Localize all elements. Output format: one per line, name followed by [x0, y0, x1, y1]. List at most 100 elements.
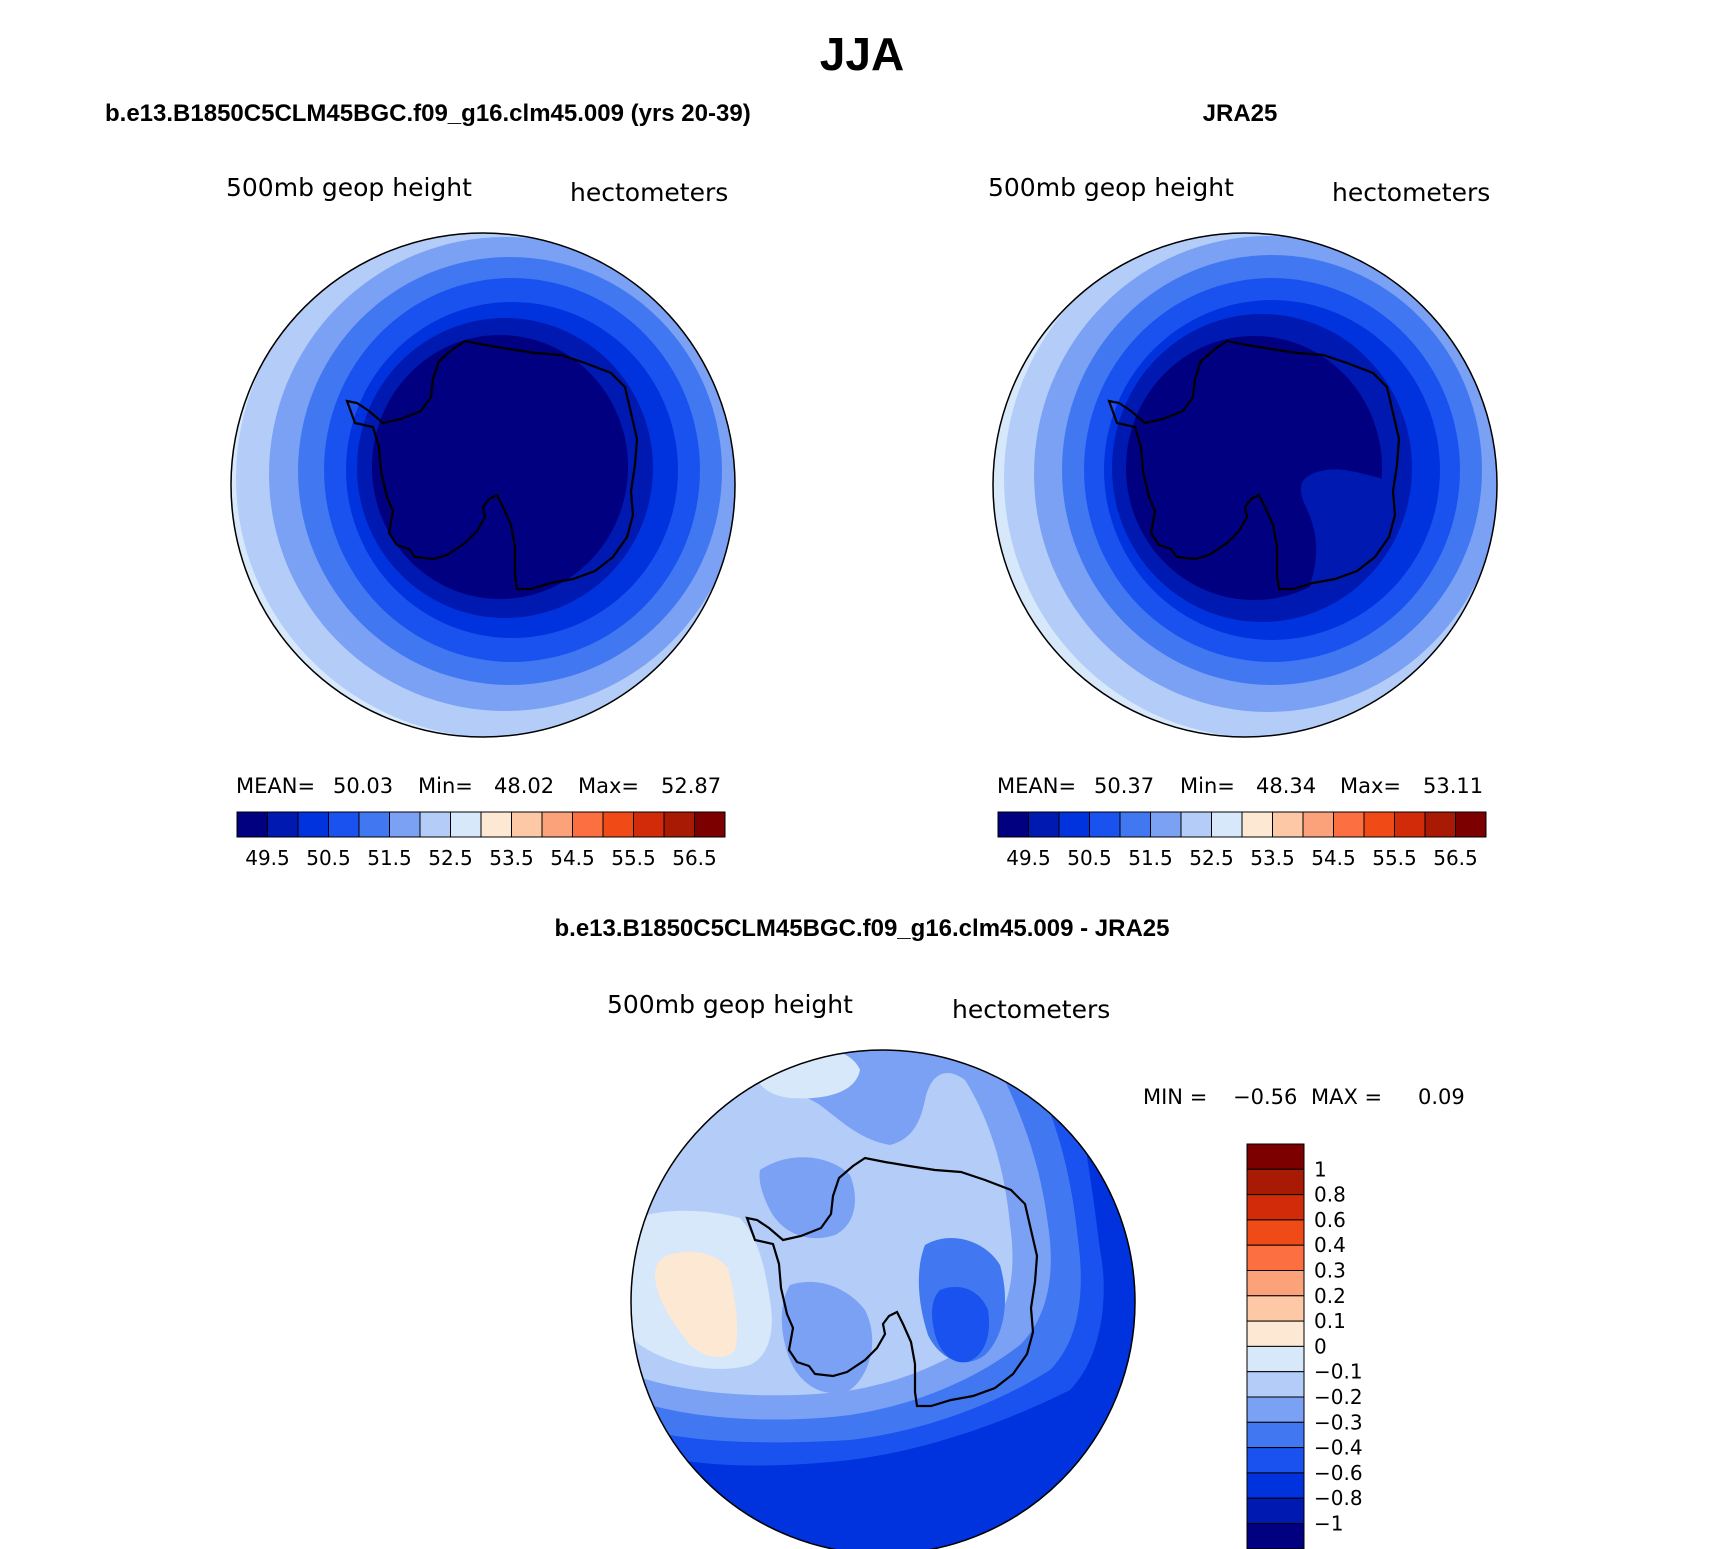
colorbar-tick-label: 54.5	[550, 846, 595, 870]
panel-model-mean-label: MEAN=	[236, 774, 315, 798]
colorbar-swatch	[1246, 1295, 1305, 1322]
colorbar-swatch	[1363, 811, 1395, 838]
panel-obs-colorbar: 49.5 50.5 51.5 52.5 53.5 54.5 55.5 56.5	[997, 811, 1487, 870]
figure-title: JJA	[820, 28, 904, 80]
panel-diff-min-value: −0.56	[1233, 1085, 1297, 1109]
colorbar-swatch	[358, 811, 390, 838]
panel-model-map	[231, 233, 735, 737]
colorbar-swatch	[1394, 811, 1426, 838]
panel-model-min-label: Min=	[418, 774, 473, 798]
colorbar-swatch	[1333, 811, 1365, 838]
panel-diff-units-label: hectometers	[952, 995, 1110, 1024]
colorbar-swatch	[1119, 811, 1151, 838]
panel-model-max-label: Max=	[578, 774, 639, 798]
colorbar-tick-label: 53.5	[489, 846, 534, 870]
colorbar-tick-label: 49.5	[1006, 846, 1051, 870]
colorbar-swatch	[694, 811, 726, 838]
colorbar-swatch	[572, 811, 604, 838]
panel-model-colorbar: 49.5 50.5 51.5 52.5 53.5 54.5 55.5 56.5	[236, 811, 726, 870]
colorbar-swatch	[1246, 1168, 1305, 1196]
colorbar-tick-label: 0.6	[1314, 1208, 1346, 1232]
colorbar-tick-label: 56.5	[1433, 846, 1478, 870]
colorbar-swatch	[1241, 811, 1273, 838]
colorbar-swatch	[1246, 1396, 1305, 1423]
map-band	[932, 1286, 990, 1363]
panel-obs: JRA25 500mb geop height hectometers MEAN…	[988, 100, 1498, 870]
colorbar-tick-label: 50.5	[1067, 846, 1112, 870]
panel-diff-max-label: MAX =	[1311, 1085, 1382, 1109]
panel-model: b.e13.B1850C5CLM45BGC.f09_g16.clm45.009 …	[105, 100, 751, 870]
colorbar-swatch	[297, 811, 329, 838]
panel-model-units-label: hectometers	[570, 178, 728, 207]
colorbar-tick-label: −0.2	[1314, 1385, 1363, 1409]
colorbar-swatch	[511, 811, 543, 838]
colorbar-swatch	[663, 811, 695, 838]
colorbar-swatch	[602, 811, 634, 838]
map-band	[1300, 469, 1396, 597]
colorbar-tick-label: −0.6	[1314, 1461, 1363, 1485]
panel-obs-mean-value: 50.37	[1094, 774, 1154, 798]
colorbar-swatch	[997, 811, 1029, 838]
colorbar-tick-label: −1	[1314, 1512, 1343, 1536]
map-band	[372, 335, 628, 599]
panel-obs-max-label: Max=	[1340, 774, 1401, 798]
colorbar-tick-label: 54.5	[1311, 846, 1356, 870]
colorbar-swatch	[1246, 1345, 1305, 1373]
colorbar-swatch	[1455, 811, 1487, 838]
colorbar-swatch	[389, 811, 421, 838]
map-band	[655, 1251, 738, 1358]
panel-diff: b.e13.B1850C5CLM45BGC.f09_g16.clm45.009 …	[555, 915, 1465, 1549]
colorbar-swatch	[1246, 1523, 1305, 1549]
colorbar-tick-label: 56.5	[672, 846, 717, 870]
panel-obs-map-border	[992, 232, 1498, 738]
colorbar-swatch	[1246, 1320, 1305, 1347]
colorbar-tick-label: 0	[1314, 1334, 1327, 1358]
panel-diff-min-label: MIN =	[1143, 1085, 1207, 1109]
colorbar-swatch	[267, 811, 299, 838]
colorbar-tick-label: −0.8	[1314, 1486, 1363, 1510]
colorbar-swatch	[328, 811, 360, 838]
colorbar-swatch	[633, 811, 665, 838]
colorbar-swatch	[1246, 1421, 1305, 1449]
panel-obs-max-value: 53.11	[1423, 774, 1483, 798]
colorbar-swatch	[419, 811, 451, 838]
colorbar-swatch	[1246, 1219, 1305, 1246]
panel-obs-mean-label: MEAN=	[997, 774, 1076, 798]
colorbar-tick-label: −0.1	[1314, 1360, 1363, 1384]
colorbar-tick-label: 49.5	[245, 846, 290, 870]
panel-model-max-value: 52.87	[661, 774, 721, 798]
colorbar-swatch	[1246, 1447, 1305, 1474]
map-band	[759, 1157, 855, 1239]
panel-obs-title: JRA25	[1203, 100, 1278, 127]
colorbar-tick-label: 53.5	[1250, 846, 1295, 870]
colorbar-swatch	[1246, 1244, 1305, 1271]
colorbar-swatch	[236, 811, 268, 838]
colorbar-swatch	[480, 811, 512, 838]
colorbar-tick-label: 0.8	[1314, 1183, 1346, 1207]
colorbar-tick-label: 51.5	[367, 846, 412, 870]
panel-obs-variable-label: 500mb geop height	[988, 173, 1234, 202]
panel-diff-map	[631, 1050, 1135, 1549]
colorbar-swatch	[1272, 811, 1304, 838]
colorbar-tick-label: −0.3	[1314, 1410, 1363, 1434]
panel-obs-min-label: Min=	[1180, 774, 1235, 798]
colorbar-swatch	[1246, 1371, 1305, 1398]
panel-model-mean-value: 50.03	[333, 774, 393, 798]
colorbar-tick-label: 0.1	[1314, 1309, 1346, 1333]
colorbar-swatch	[1302, 811, 1334, 838]
panel-model-min-value: 48.02	[494, 774, 554, 798]
colorbar-tick-label: 52.5	[1189, 846, 1234, 870]
panel-diff-colorbar: 10.80.60.40.30.20.10−0.1−0.2−0.3−0.4−0.6…	[1246, 1143, 1363, 1549]
colorbar-tick-label: 55.5	[611, 846, 656, 870]
panel-diff-map-border	[630, 1049, 1136, 1549]
colorbar-swatch	[1089, 811, 1121, 838]
panel-obs-min-value: 48.34	[1256, 774, 1316, 798]
colorbar-tick-label: 0.4	[1314, 1233, 1346, 1257]
colorbar-swatch	[1246, 1497, 1305, 1524]
colorbar-tick-label: 1	[1314, 1157, 1327, 1181]
colorbar-swatch	[1424, 811, 1456, 838]
colorbar-swatch	[1246, 1472, 1305, 1499]
colorbar-swatch	[1246, 1143, 1305, 1170]
panel-model-map-border	[230, 232, 736, 738]
